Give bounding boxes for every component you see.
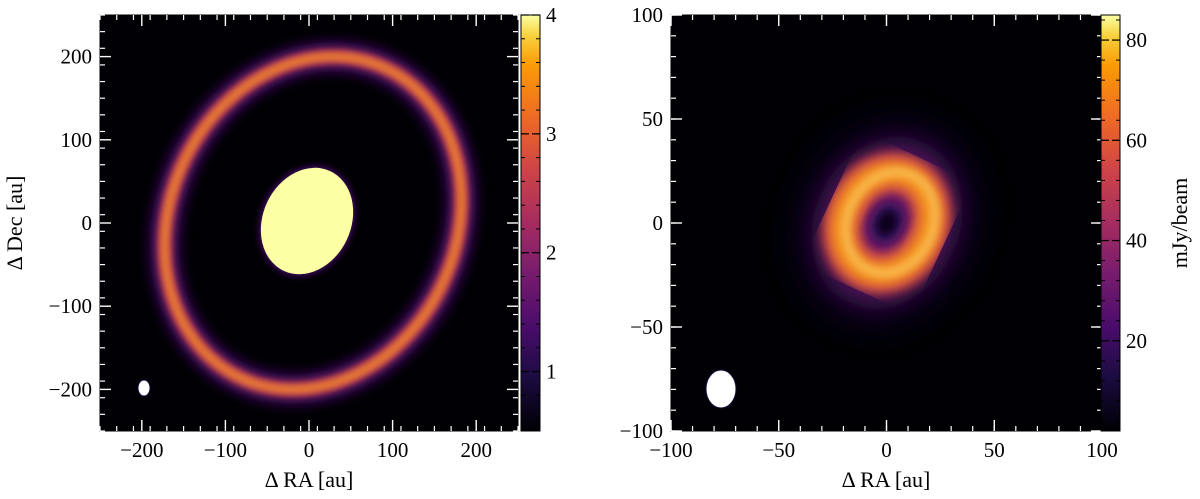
panel-a-y-tick-label: 100 [61, 128, 93, 152]
panel-b-colorbar-ticks: 20 40 60 80 [1101, 19, 1147, 422]
panel-a-ticks: −200 −100 0 100 200 −200 −100 0 100 200 [49, 14, 519, 462]
panel-b-x-tick-label: 100 [1086, 438, 1118, 462]
panel-a-beam [137, 379, 151, 397]
panel-a-x-tick-label: 200 [460, 438, 492, 462]
panel-a-x-tick-label: 0 [304, 438, 315, 462]
panel-b-y-tick-label: 50 [642, 107, 663, 131]
panel-a-cb-tick-label: 2 [546, 241, 557, 265]
panel-b-cb-tick-label: 20 [1126, 329, 1147, 353]
panel-b-x-tick-label: −100 [649, 438, 692, 462]
panel-b-colorbar-label: mJy/beam [1167, 178, 1192, 268]
panel-b-colorbar [1100, 14, 1121, 432]
panel-a-cb-tick-label: 4 [546, 3, 557, 27]
panel-a-y-axis-label: Δ Dec [au] [2, 176, 27, 271]
panel-b-y-tick-label: −50 [630, 315, 663, 339]
panel-a-cb-tick-label: 3 [546, 122, 557, 146]
panel-b-cb-tick-label: 60 [1126, 128, 1147, 152]
panel-a-x-tick-label: 100 [377, 438, 409, 462]
panel-a-y-tick-label: 0 [82, 211, 93, 235]
panel-a-y-tick-label: −100 [49, 294, 92, 318]
panel-b-cb-tick-label: 40 [1126, 229, 1147, 253]
panel-a-image [137, 41, 477, 405]
panel-b-y-tick-label: 100 [632, 3, 664, 27]
panel-a-colorbar [520, 14, 541, 432]
panel-b-x-tick-label: 0 [881, 438, 892, 462]
panel-b-y-tick-label: 0 [653, 211, 664, 235]
panel-b-ring [811, 135, 963, 311]
panel-a-x-tick-label: −200 [120, 438, 163, 462]
panel-b: −100 −50 0 50 100 −100 −50 0 50 100 Δ RA [au] 20 4… [620, 3, 1192, 492]
panel-b-cb-tick-label: 80 [1126, 28, 1147, 52]
panel-a-colorbar-ticks: 1 2 3 4 [521, 3, 557, 420]
panel-a-cb-tick-label: 1 [546, 360, 557, 384]
panel-a-y-tick-label: 200 [61, 45, 93, 69]
panel-b-beam [705, 369, 737, 409]
panel-b-y-tick-label: −100 [620, 419, 663, 443]
panel-a: −200 −100 0 100 200 −200 −100 0 100 200 Δ RA [au]… [2, 3, 557, 492]
panel-a-x-tick-label: −100 [204, 438, 247, 462]
panel-a-ring [149, 41, 477, 405]
panel-b-image [705, 135, 963, 409]
panel-b-x-axis-label: Δ RA [au] [842, 467, 931, 492]
panel-b-x-tick-label: −50 [762, 438, 795, 462]
panel-b-x-tick-label: 50 [984, 438, 1005, 462]
panel-a-central-disc [258, 165, 356, 277]
panel-a-y-tick-label: −200 [49, 377, 92, 401]
panel-a-x-axis-label: Δ RA [au] [265, 467, 354, 492]
